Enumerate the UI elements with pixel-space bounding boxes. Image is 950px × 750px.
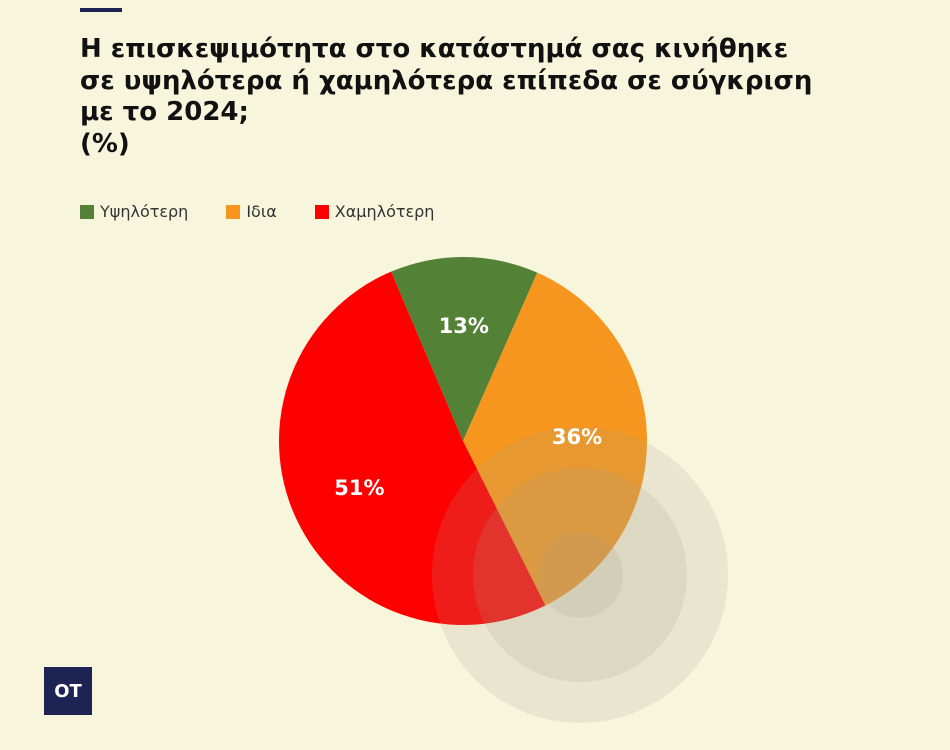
legend-swatch	[314, 204, 329, 219]
legend-label: Χαμηλότερη	[334, 202, 435, 221]
decorative-ring-outer	[432, 427, 728, 723]
legend-swatch	[226, 204, 241, 219]
slice-value-label: 13%	[439, 314, 489, 338]
slice-value-label: 51%	[334, 476, 384, 500]
brand-logo: OT	[44, 667, 92, 715]
decorative-ring-middle	[473, 468, 687, 682]
legend-item-lower: Χαμηλότερη	[314, 202, 435, 221]
pie-slices	[279, 257, 647, 625]
legend-item-same: Ιδια	[226, 202, 277, 221]
legend-label: Υψηλότερη	[100, 202, 189, 221]
top-rule	[80, 8, 122, 12]
chart-title: Η επισκεψιμότητα στο κατάστημά σας κινήθ…	[80, 34, 813, 160]
legend-label: Ιδια	[246, 202, 277, 221]
decorative-rings	[432, 427, 728, 723]
legend-swatch	[80, 204, 94, 219]
legend: Υψηλότερη Ιδια Χαμηλότερη	[80, 202, 472, 221]
pie-slice	[391, 257, 538, 441]
pie-slice	[463, 272, 647, 606]
legend-item-higher: Υψηλότερη	[80, 202, 188, 221]
slice-value-label: 36%	[552, 425, 602, 449]
pie-slice	[279, 271, 546, 625]
decorative-ring-inner	[537, 532, 623, 618]
pie-labels: 13% 36% 51%	[334, 314, 602, 500]
